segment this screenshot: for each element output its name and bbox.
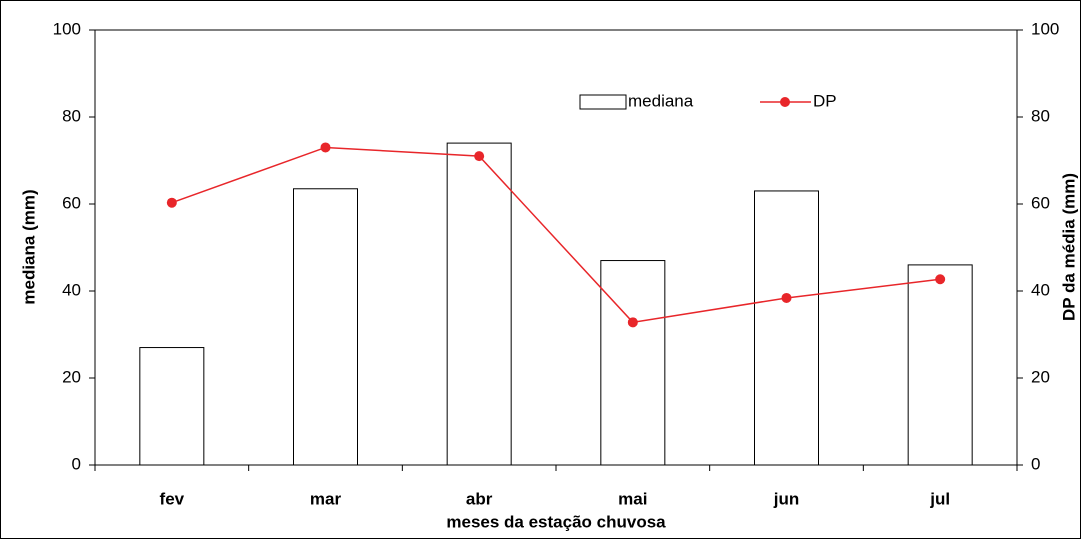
bar (139, 347, 205, 466)
point (627, 317, 638, 328)
legend-marker (780, 97, 790, 107)
bar (600, 260, 666, 466)
legend-label: DP (813, 91, 837, 110)
y2-tick-label: 40 (1031, 280, 1050, 299)
point (474, 151, 485, 162)
bar (446, 142, 512, 466)
x-axis-title: meses da estação chuvosa (446, 512, 666, 531)
y2-tick-label: 60 (1031, 193, 1050, 212)
bar (293, 188, 358, 466)
x-tick-label: jul (929, 489, 950, 508)
x-tick-label: mar (310, 489, 342, 508)
y-tick-label: 40 (62, 280, 81, 299)
point (935, 274, 946, 285)
y-tick-label: 80 (62, 106, 81, 125)
bar (907, 264, 973, 466)
y2-tick-label: 20 (1031, 367, 1050, 386)
y2-tick-label: 0 (1031, 454, 1040, 473)
y-tick-label: 0 (72, 454, 81, 473)
x-tick-label: mai (618, 489, 647, 508)
y-tick-label: 100 (53, 19, 81, 38)
point (781, 292, 792, 303)
legend-swatch (579, 94, 627, 110)
y2-tick-label: 100 (1031, 19, 1059, 38)
x-tick-label: jun (773, 489, 800, 508)
point (166, 197, 177, 208)
y2-axis-title: DP da média (mm) (1059, 173, 1078, 321)
y-tick-label: 60 (62, 193, 81, 212)
y-tick-label: 20 (62, 367, 81, 386)
x-tick-label: fev (160, 489, 185, 508)
y-axis-title: mediana (mm) (19, 189, 38, 304)
bar (754, 190, 819, 466)
line (171, 146, 941, 324)
point (320, 142, 331, 153)
x-tick-label: abr (466, 489, 493, 508)
y2-tick-label: 80 (1031, 106, 1050, 125)
legend-label: mediana (628, 91, 694, 110)
